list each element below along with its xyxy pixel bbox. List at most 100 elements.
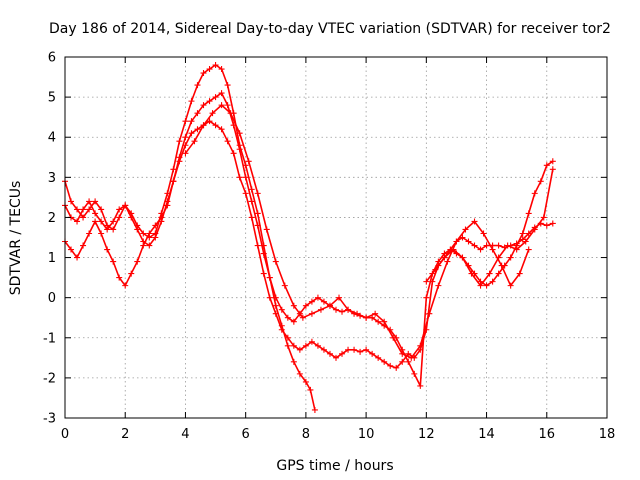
data-point	[194, 126, 201, 133]
data-point	[242, 190, 249, 197]
data-point	[98, 218, 105, 225]
data-point	[465, 238, 472, 245]
data-point	[483, 282, 490, 289]
data-point	[188, 98, 195, 105]
data-point	[284, 314, 291, 321]
y-tick-label: 6	[48, 51, 56, 66]
data-point	[504, 242, 511, 249]
data-point	[110, 218, 117, 225]
data-point	[98, 230, 105, 237]
data-point	[345, 306, 352, 313]
data-point	[543, 162, 550, 169]
data-point	[224, 82, 231, 89]
data-point	[444, 258, 451, 265]
data-point	[453, 238, 460, 245]
data-point	[230, 150, 237, 157]
data-point	[290, 302, 297, 309]
y-axis-label: SDTVAR / TECUs	[8, 181, 24, 296]
x-tick-label: 18	[599, 427, 616, 442]
x-tick-label: 16	[539, 427, 556, 442]
data-point	[372, 310, 379, 317]
data-point	[206, 66, 213, 73]
data-point	[483, 242, 490, 249]
data-point	[74, 206, 81, 213]
data-point	[254, 242, 261, 249]
series-track-5	[423, 166, 556, 289]
data-point	[468, 270, 475, 277]
data-point	[134, 258, 141, 265]
data-point	[375, 318, 382, 325]
data-series	[62, 62, 556, 413]
data-point	[266, 294, 273, 301]
data-point	[248, 186, 255, 193]
data-point	[284, 334, 291, 341]
data-point	[369, 350, 376, 357]
data-point	[281, 282, 288, 289]
data-point	[191, 138, 198, 145]
data-point	[122, 202, 129, 209]
data-point	[200, 70, 207, 77]
data-point	[399, 358, 406, 365]
data-point	[74, 218, 81, 225]
data-point	[218, 126, 225, 133]
y-tick-label: -1	[43, 331, 56, 346]
data-point	[540, 214, 547, 221]
data-point	[480, 230, 487, 237]
data-point	[254, 210, 261, 217]
data-point	[519, 230, 526, 237]
data-point	[426, 310, 433, 317]
data-point	[393, 364, 400, 371]
data-point	[320, 298, 327, 305]
data-point	[339, 308, 346, 315]
data-point	[513, 246, 520, 253]
data-point	[209, 110, 216, 117]
data-point	[212, 62, 219, 69]
data-point	[308, 298, 315, 305]
y-tick-label: 2	[48, 211, 56, 226]
data-point	[302, 302, 309, 309]
data-point	[236, 146, 243, 153]
data-point	[260, 270, 267, 277]
data-point	[417, 342, 424, 349]
data-point	[272, 294, 279, 301]
data-point	[507, 254, 514, 261]
data-point	[194, 82, 201, 89]
data-point	[134, 226, 141, 233]
data-point	[212, 94, 219, 101]
data-point	[116, 206, 123, 213]
data-point	[110, 258, 117, 265]
data-point	[302, 378, 309, 385]
data-point	[248, 214, 255, 221]
data-point	[248, 198, 255, 205]
data-point	[68, 246, 75, 253]
data-point	[450, 246, 457, 253]
data-point	[435, 282, 442, 289]
data-point	[299, 314, 306, 321]
data-point	[182, 150, 189, 157]
data-point	[381, 358, 388, 365]
data-point	[176, 138, 183, 145]
data-point	[459, 234, 466, 241]
data-point	[254, 190, 261, 197]
data-point	[116, 214, 123, 221]
data-point	[477, 246, 484, 253]
data-point	[381, 318, 388, 325]
data-point	[86, 198, 93, 205]
data-point	[549, 158, 556, 165]
data-point	[254, 222, 261, 229]
data-point	[152, 234, 159, 241]
data-point	[278, 326, 285, 333]
data-point	[549, 166, 556, 173]
data-point	[489, 278, 496, 285]
data-point	[272, 310, 279, 317]
x-tick-label: 14	[478, 427, 495, 442]
data-point	[363, 314, 370, 321]
data-point	[218, 102, 225, 109]
data-point	[399, 350, 406, 357]
data-point	[272, 258, 279, 265]
data-point	[290, 342, 297, 349]
data-point	[188, 118, 195, 125]
data-point	[188, 130, 195, 137]
data-point	[375, 354, 382, 361]
data-point	[152, 222, 159, 229]
